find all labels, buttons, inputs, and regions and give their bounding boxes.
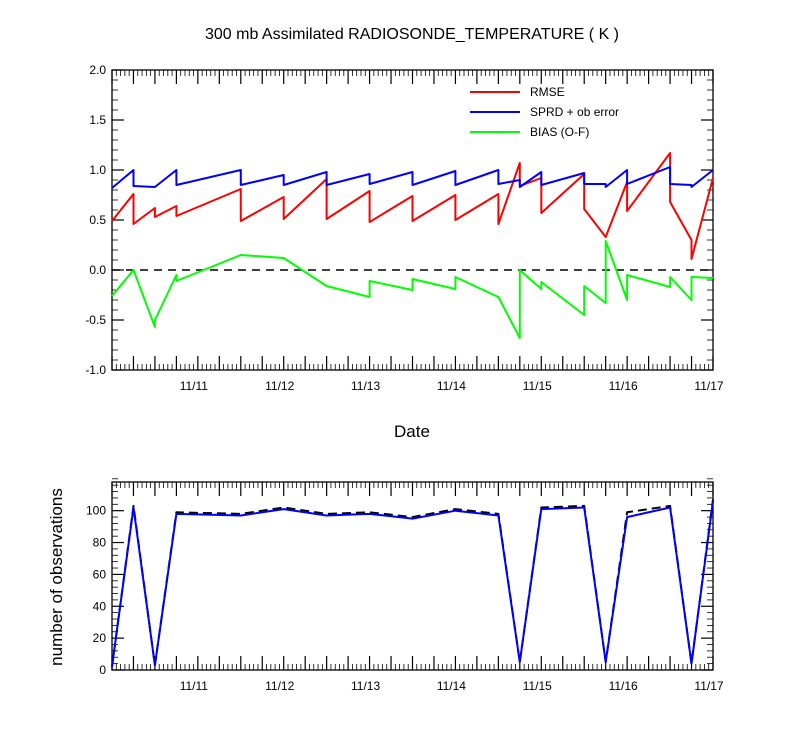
x-tick-label: 11/11 xyxy=(180,679,209,693)
x-tick-label: 11/17 xyxy=(694,679,723,693)
x-tick-label: 11/14 xyxy=(437,679,466,693)
legend-label: RMSE xyxy=(530,85,565,99)
y-axis-label: number of observations xyxy=(47,488,66,666)
legend-label: SPRD + ob error xyxy=(530,105,619,119)
x-tick-label: 11/13 xyxy=(351,679,380,693)
y-tick-label: 2.0 xyxy=(89,63,106,77)
x-tick-label: 11/15 xyxy=(523,679,552,693)
x-tick-label: 11/12 xyxy=(265,679,294,693)
y-tick-label: 1.0 xyxy=(89,163,106,177)
chart-title: 300 mb Assimilated RADIOSONDE_TEMPERATUR… xyxy=(205,26,619,43)
y-tick-label: 60 xyxy=(93,567,107,581)
y-tick-label: 0.5 xyxy=(89,213,106,227)
plot-frame xyxy=(111,481,714,671)
series-line-bias-o-f xyxy=(111,240,714,339)
y-tick-label: 80 xyxy=(93,536,107,550)
y-tick-label: 0 xyxy=(99,663,106,677)
x-tick-label: 11/17 xyxy=(694,379,723,393)
x-tick-label: 11/16 xyxy=(609,379,638,393)
y-tick-label: 40 xyxy=(93,599,107,613)
x-tick-label: 11/13 xyxy=(351,379,380,393)
y-tick-label: 0.0 xyxy=(89,263,106,277)
x-tick-label: 11/16 xyxy=(609,679,638,693)
series-line-dashed-0 xyxy=(111,499,714,667)
series-line-sprd-ob-error xyxy=(111,166,714,189)
y-tick-label: 20 xyxy=(93,631,107,645)
series-line-solid-1 xyxy=(111,500,714,667)
x-tick-label: 11/11 xyxy=(180,379,209,393)
y-tick-label: 100 xyxy=(86,504,106,518)
series-line-rmse xyxy=(111,152,714,260)
legend-label: BIAS (O-F) xyxy=(530,125,589,139)
y-tick-label: -1.0 xyxy=(85,363,106,377)
x-tick-label: 11/15 xyxy=(523,379,552,393)
y-tick-label: 1.5 xyxy=(89,113,106,127)
bottom-chart-panel: 11/11 11/12 11/13 11/14 11/15 11/16 11/17 0 20 40… xyxy=(86,478,724,693)
x-tick-label: 11/14 xyxy=(437,379,466,393)
x-tick-label: 11/12 xyxy=(265,379,294,393)
y-tick-label: -0.5 xyxy=(85,313,106,327)
x-axis-label: Date xyxy=(394,422,430,441)
top-chart-panel: 11/11 11/12 11/13 11/14 11/15 11/16 11/17 -1.0 -… xyxy=(85,63,724,393)
